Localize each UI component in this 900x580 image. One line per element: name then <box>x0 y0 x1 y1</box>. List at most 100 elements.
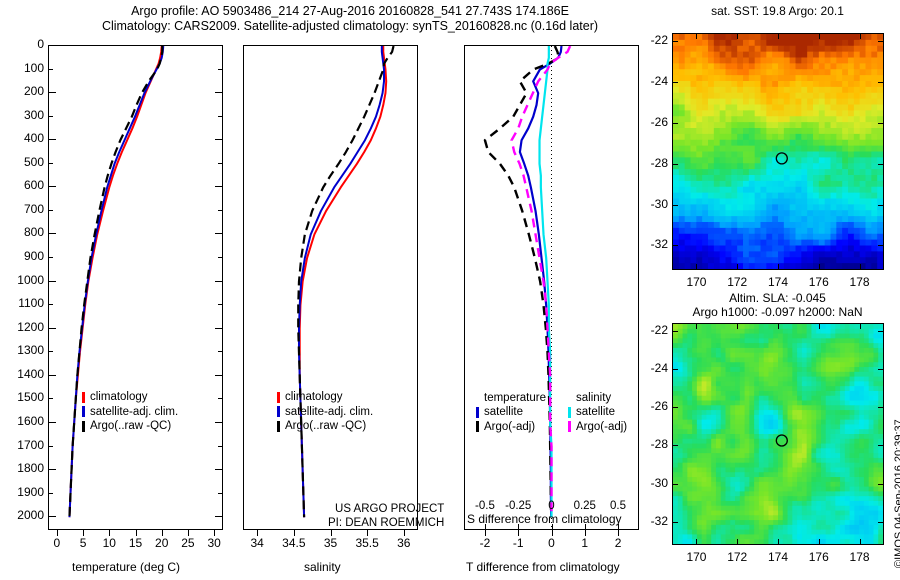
sla-cell <box>692 390 698 397</box>
sla-cell <box>768 395 774 402</box>
lat-tick-label: -26 <box>650 114 668 129</box>
sla-cell <box>806 434 813 440</box>
sla-cell <box>773 367 779 373</box>
sla-cell <box>739 333 746 339</box>
sst-cell <box>865 92 872 100</box>
sla-cell <box>820 424 827 430</box>
sst-cell <box>743 145 750 153</box>
sla-cell <box>687 467 693 473</box>
sla-cell <box>677 520 684 526</box>
sla-cell <box>840 462 846 469</box>
sst-cell <box>748 198 756 205</box>
sla-cell <box>735 457 741 464</box>
sst-cell <box>818 151 826 158</box>
sst-cell <box>789 116 797 123</box>
sst-cell <box>865 222 872 229</box>
sst-cell <box>725 110 732 117</box>
sst-cell <box>783 139 791 147</box>
sst-cell <box>853 128 861 135</box>
sst-cell <box>731 92 738 100</box>
sst-cell <box>719 139 727 147</box>
sst-cell <box>783 180 791 188</box>
sla-cell <box>863 443 870 449</box>
sla-cell <box>811 505 817 512</box>
sst-cell <box>760 63 767 70</box>
sla-cell <box>787 462 793 469</box>
sla-cell <box>854 534 860 540</box>
sla-cell <box>830 338 836 344</box>
sla-cell <box>797 347 803 354</box>
sla-cell <box>792 472 798 478</box>
sst-cell <box>702 233 709 241</box>
sst-cell <box>754 75 762 82</box>
sst-cell <box>766 133 773 141</box>
sla-cell <box>711 362 717 368</box>
sst-cell <box>818 39 826 47</box>
sla-cell <box>682 328 688 335</box>
sla-cell <box>849 496 855 502</box>
sla-cell <box>725 448 731 454</box>
sst-cell <box>836 180 843 188</box>
sla-cell <box>863 496 870 502</box>
sla-cell <box>849 414 855 421</box>
sst-cell <box>760 210 767 217</box>
sst-cell <box>824 239 832 247</box>
sla-cell <box>692 443 698 449</box>
depth-tick-mark <box>49 92 56 94</box>
sst-cell <box>772 122 779 129</box>
sla-cell <box>682 539 688 544</box>
sla-cell <box>758 477 765 483</box>
sst-cell <box>713 239 721 247</box>
sla-cell <box>715 529 722 536</box>
sst-cell <box>725 122 732 129</box>
sla-cell <box>773 410 779 416</box>
x-tick-mark <box>257 530 259 536</box>
sst-cell <box>795 98 802 106</box>
sst-cell <box>859 133 867 141</box>
sla-cell <box>835 390 841 397</box>
sst-cell <box>713 116 721 123</box>
sst-cell <box>801 245 808 252</box>
sst-cell <box>725 151 732 158</box>
sla-cell <box>806 486 813 492</box>
sla-cell <box>859 438 865 445</box>
sst-cell <box>690 133 697 141</box>
sst-cell <box>848 98 855 106</box>
sla-cell <box>863 395 870 402</box>
sla-cell <box>673 343 679 349</box>
sst-cell <box>877 163 883 170</box>
sla-cell <box>701 448 708 454</box>
sst-cell <box>865 239 872 247</box>
sla-cell <box>673 486 679 492</box>
sla-cell <box>811 395 817 402</box>
sst-cell <box>813 245 820 252</box>
sla-cell <box>682 357 688 363</box>
sla-cell <box>797 510 803 516</box>
sst-cell <box>702 34 709 41</box>
sst-cell <box>760 169 767 176</box>
sla-cell <box>768 524 774 531</box>
sst-cell <box>818 245 826 252</box>
sla-cell <box>782 357 789 363</box>
sla-cell <box>739 338 746 344</box>
sla-cell <box>878 438 883 445</box>
sst-cell <box>754 51 762 59</box>
sst-cell <box>760 157 767 164</box>
sst-cell <box>865 186 872 194</box>
sla-cell <box>801 515 808 521</box>
sst-cell <box>778 210 785 217</box>
sla-cell <box>801 390 808 397</box>
sla-cell <box>854 419 860 426</box>
sla-cell <box>715 390 722 397</box>
sla-cell <box>730 486 736 492</box>
sst-cell <box>824 45 832 53</box>
sla-cell <box>696 367 703 373</box>
depth-tick-mark <box>49 351 53 353</box>
sst-cell <box>801 210 808 217</box>
sla-cell <box>820 481 827 488</box>
sst-cell <box>842 180 849 188</box>
sla-cell <box>754 357 760 363</box>
sla-cell <box>830 343 836 349</box>
depth-tick-mark <box>49 304 53 306</box>
sla-cell <box>782 414 789 421</box>
